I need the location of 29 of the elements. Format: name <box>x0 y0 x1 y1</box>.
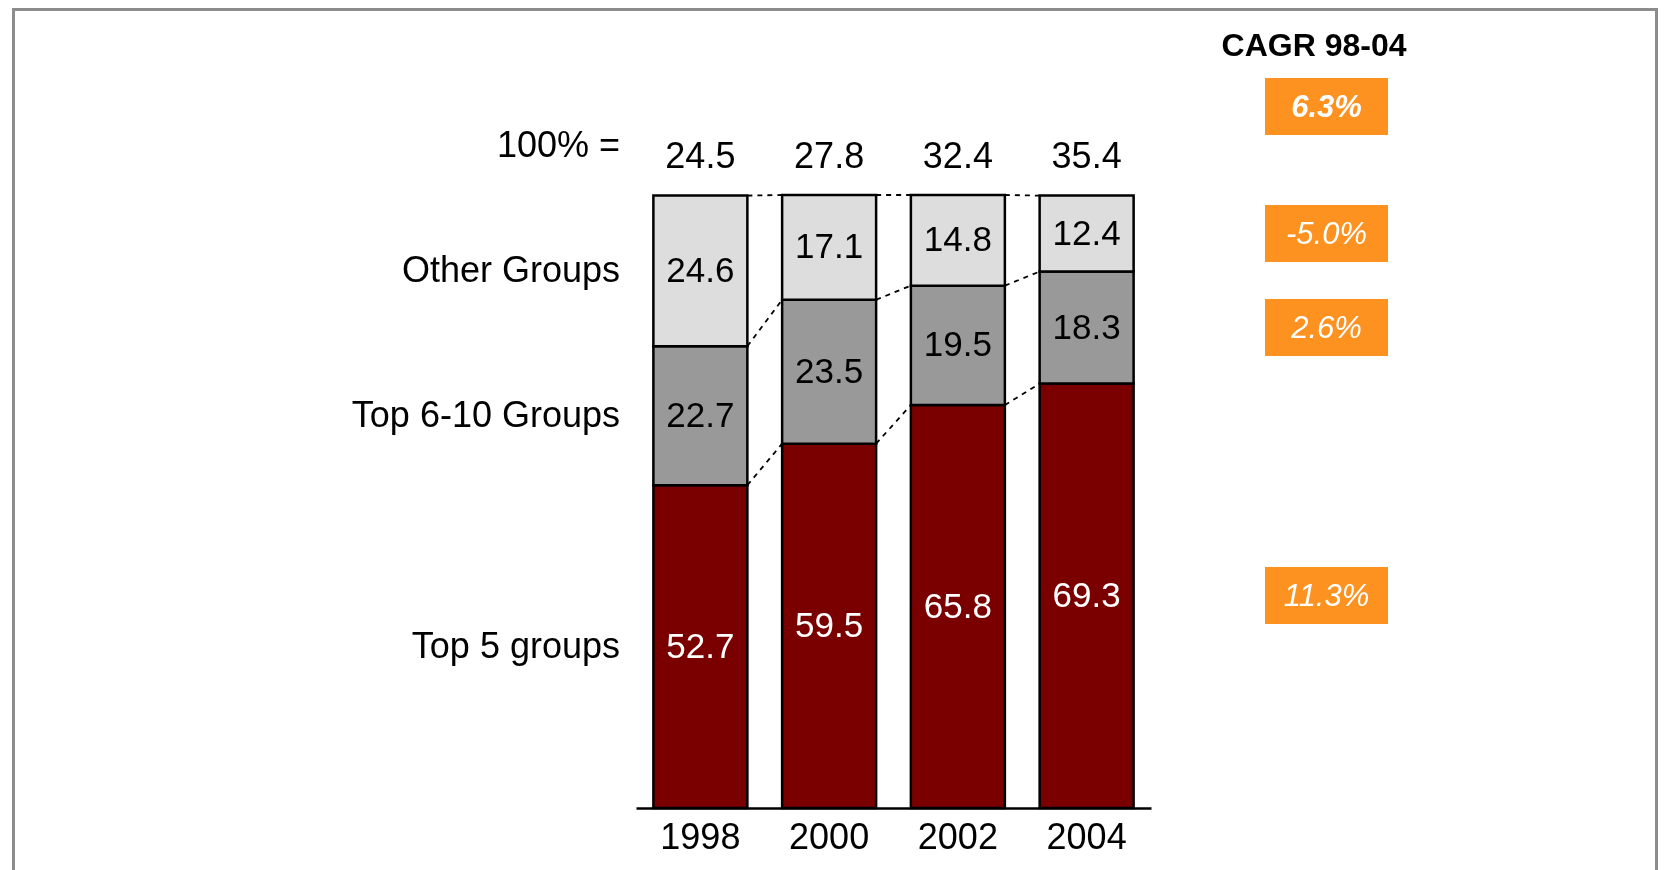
text: 6.3% <box>1265 78 1388 135</box>
x-tick-label: 2004 <box>1046 815 1127 857</box>
data-label: 65.8 <box>923 585 992 625</box>
data-label: 12.4 <box>1052 212 1121 252</box>
data-label: 59.5 <box>795 604 864 644</box>
text: 2.6% <box>1265 299 1388 357</box>
text: 32.4 <box>922 135 993 176</box>
x-tick-label: 2002 <box>917 815 998 857</box>
data-label: 17.1 <box>795 226 864 266</box>
data-label: 23.5 <box>795 350 864 390</box>
text: 24.5 <box>665 135 736 176</box>
x-tick-label: 2000 <box>789 815 870 857</box>
data-label: 52.7 <box>666 625 735 665</box>
data-label: 22.7 <box>666 394 735 434</box>
data-label: 18.3 <box>1052 306 1121 346</box>
data-label: 24.6 <box>666 249 735 289</box>
text: 100% = <box>496 124 620 165</box>
series-label: Top 5 groups <box>411 624 620 666</box>
data-label: 14.8 <box>923 219 992 259</box>
text: 11.3% <box>1265 567 1388 625</box>
text: -5.0% <box>1265 205 1388 263</box>
text: CAGR 98-04 <box>1221 27 1407 63</box>
data-label: 69.3 <box>1052 574 1121 614</box>
x-tick-label: 1998 <box>660 815 741 857</box>
series-label: Other Groups <box>401 248 620 290</box>
data-label: 19.5 <box>923 324 992 364</box>
text: 35.4 <box>1051 135 1122 176</box>
text: 27.8 <box>794 135 865 176</box>
series-label: Top 6-10 Groups <box>351 393 620 435</box>
